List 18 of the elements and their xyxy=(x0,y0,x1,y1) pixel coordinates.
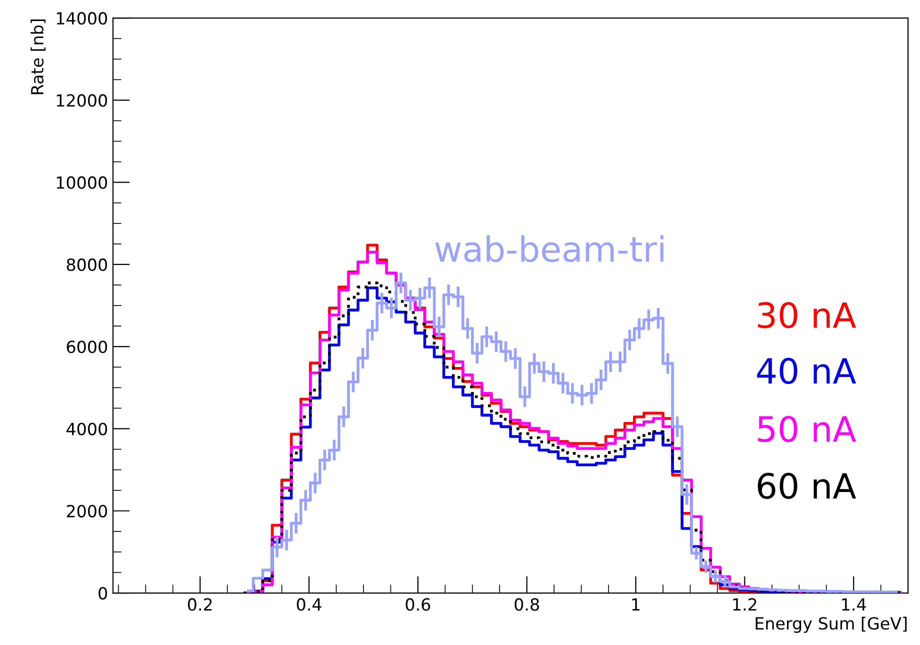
x-tick-label: 1.2 xyxy=(733,598,756,611)
y-tick-label: 4000 xyxy=(66,422,108,436)
y-tick-label: 12000 xyxy=(56,94,108,107)
y-tick-label: 8000 xyxy=(66,258,108,272)
x-tick-label: 1 xyxy=(632,598,640,611)
y-tick-label: 10000 xyxy=(56,176,108,189)
series-label: wab-beam-tri xyxy=(435,235,664,262)
y-tick-label: 0 xyxy=(98,586,108,600)
y-axis-title: Rate [nb] xyxy=(30,19,46,94)
x-axis-title: Energy Sum [GeV] xyxy=(756,616,907,633)
x-tick-label: 0.8 xyxy=(514,598,539,611)
y-tick-label: 14000 xyxy=(56,12,108,25)
y-tick-label: 6000 xyxy=(66,340,108,354)
x-tick-label: 0.6 xyxy=(406,598,430,611)
x-tick-label: 0.4 xyxy=(296,598,322,611)
y-tick-label: 2000 xyxy=(66,504,108,518)
x-tick-label: 1.4 xyxy=(842,598,866,611)
x-tick-label: 0.2 xyxy=(188,598,212,611)
